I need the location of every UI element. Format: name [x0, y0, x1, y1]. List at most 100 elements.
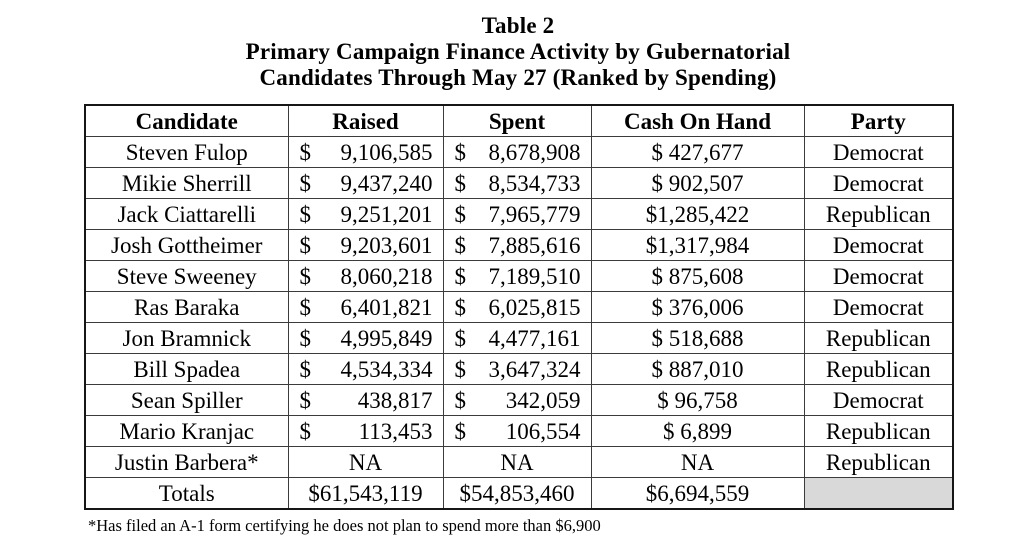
- party-value: Democrat: [803, 291, 954, 323]
- column-header-candidate: Candidate: [84, 104, 289, 137]
- candidate-name: Jon Bramnick: [84, 322, 289, 354]
- table-row: Mikie Sherrill $9,437,240 $8,534,733 $ 902,…: [84, 167, 954, 199]
- raised-value: $438,817: [287, 384, 444, 416]
- party-value: Republican: [803, 198, 954, 230]
- spent-value: $6,025,815: [442, 291, 592, 323]
- currency-symbol: $: [299, 263, 312, 289]
- currency-symbol: $: [454, 387, 467, 413]
- currency-symbol: $: [454, 294, 467, 320]
- party-value: Democrat: [803, 384, 954, 416]
- cash-on-hand-value: $ 887,010: [590, 353, 805, 385]
- cash-on-hand-value: $ 518,688: [590, 322, 805, 354]
- candidate-name: Steve Sweeney: [84, 260, 289, 292]
- table-title-block: Table 2 Primary Campaign Finance Activit…: [84, 13, 952, 91]
- cash-on-hand-value: NA: [590, 446, 805, 478]
- currency-symbol: $: [299, 418, 312, 444]
- currency-symbol: $: [299, 139, 312, 165]
- candidate-name: Bill Spadea: [84, 353, 289, 385]
- raised-amount: 9,251,201: [340, 201, 433, 227]
- currency-symbol: $: [454, 201, 467, 227]
- cash-on-hand-value: $ 427,677: [590, 136, 805, 168]
- spent-value: $106,554: [442, 415, 592, 447]
- spent-value: $8,678,908: [442, 136, 592, 168]
- spent-value: NA: [442, 446, 592, 478]
- finance-table: Candidate Raised Spent Cash On Hand Part…: [84, 104, 954, 510]
- party-value: Democrat: [803, 136, 954, 168]
- party-value: Democrat: [803, 260, 954, 292]
- raised-value: $9,437,240: [287, 167, 444, 199]
- raised-value: $6,401,821: [287, 291, 444, 323]
- table-row: Justin Barbera* NA NA NA Republican: [84, 446, 954, 478]
- totals-spent-value: $54,853,460: [442, 477, 592, 510]
- table-row: Ras Baraka $6,401,821 $6,025,815 $ 376,006 D…: [84, 291, 954, 323]
- cash-on-hand-value: $ 96,758: [590, 384, 805, 416]
- table-title-line-2: Primary Campaign Finance Activity by Gub…: [245, 39, 791, 64]
- party-value: Democrat: [803, 229, 954, 261]
- raised-value: $9,251,201: [287, 198, 444, 230]
- table-row: Jack Ciattarelli $9,251,201 $7,965,779 $1,2…: [84, 198, 954, 230]
- spent-value: $8,534,733: [442, 167, 592, 199]
- raised-amount: 4,995,849: [340, 325, 433, 351]
- party-value: Democrat: [803, 167, 954, 199]
- party-value: Republican: [803, 415, 954, 447]
- raised-amount: 4,534,334: [340, 356, 433, 382]
- currency-symbol: $: [454, 418, 467, 444]
- table-number-title: Table 2: [481, 13, 555, 38]
- raised-amount: 9,437,240: [340, 170, 433, 196]
- cash-on-hand-value: $1,317,984: [590, 229, 805, 261]
- candidate-name: Justin Barbera*: [84, 446, 289, 478]
- cash-on-hand-value: $ 902,507: [590, 167, 805, 199]
- column-header-raised: Raised: [287, 104, 444, 137]
- table-footnote: *Has filed an A-1 form certifying he doe…: [88, 516, 601, 535]
- candidate-name: Jack Ciattarelli: [84, 198, 289, 230]
- spent-value: $342,059: [442, 384, 592, 416]
- raised-value: $4,995,849: [287, 322, 444, 354]
- currency-symbol: $: [454, 139, 467, 165]
- currency-symbol: $: [454, 356, 467, 382]
- cash-on-hand-value: $1,285,422: [590, 198, 805, 230]
- raised-amount: 9,203,601: [340, 232, 433, 258]
- table-row: Josh Gottheimer $9,203,601 $7,885,616 $1,31…: [84, 229, 954, 261]
- table-row: Steven Fulop $9,106,585 $8,678,908 $ 427,67…: [84, 136, 954, 168]
- raised-value: $8,060,218: [287, 260, 444, 292]
- currency-symbol: $: [454, 325, 467, 351]
- spent-amount: 106,554: [505, 418, 581, 444]
- party-value: Republican: [803, 446, 954, 478]
- raised-value: $9,203,601: [287, 229, 444, 261]
- raised-amount: 9,106,585: [340, 139, 433, 165]
- table-title-line-3: Candidates Through May 27 (Ranked by Spe…: [259, 65, 777, 90]
- cash-on-hand-value: $ 6,899: [590, 415, 805, 447]
- table-row: Mario Kranjac $113,453 $106,554 $ 6,899 Repu…: [84, 415, 954, 447]
- spent-value: $7,885,616: [442, 229, 592, 261]
- spent-value: $7,965,779: [442, 198, 592, 230]
- header-row: Candidate Raised Spent Cash On Hand Part…: [84, 104, 954, 137]
- currency-symbol: $: [299, 325, 312, 351]
- party-value: Republican: [803, 322, 954, 354]
- spent-amount: 7,965,779: [488, 201, 581, 227]
- column-header-cash-on-hand: Cash On Hand: [590, 104, 805, 137]
- spent-amount: 8,534,733: [488, 170, 581, 196]
- currency-symbol: $: [299, 170, 312, 196]
- currency-symbol: $: [299, 387, 312, 413]
- table-row: Sean Spiller $438,817 $342,059 $ 96,758 Demo…: [84, 384, 954, 416]
- currency-symbol: $: [299, 232, 312, 258]
- raised-value: $113,453: [287, 415, 444, 447]
- currency-symbol: $: [454, 232, 467, 258]
- totals-label: Totals: [84, 477, 289, 510]
- table-row: Steve Sweeney $8,060,218 $7,189,510 $ 875,6…: [84, 260, 954, 292]
- totals-row: Totals $61,543,119 $54,853,460 $6,694,55…: [84, 477, 954, 510]
- totals-raised-value: $61,543,119: [287, 477, 444, 510]
- spent-amount: 3,647,324: [488, 356, 581, 382]
- candidate-name: Sean Spiller: [84, 384, 289, 416]
- currency-symbol: $: [454, 263, 467, 289]
- raised-amount: 6,401,821: [340, 294, 433, 320]
- spent-amount: 8,678,908: [488, 139, 581, 165]
- raised-value: NA: [287, 446, 444, 478]
- document-page: Table 2 Primary Campaign Finance Activit…: [84, 13, 954, 535]
- candidate-name: Josh Gottheimer: [84, 229, 289, 261]
- spent-amount: 7,885,616: [488, 232, 581, 258]
- table-row: Jon Bramnick $4,995,849 $4,477,161 $ 518,68…: [84, 322, 954, 354]
- party-value: Republican: [803, 353, 954, 385]
- spent-amount: 7,189,510: [488, 263, 581, 289]
- spent-amount: 6,025,815: [488, 294, 581, 320]
